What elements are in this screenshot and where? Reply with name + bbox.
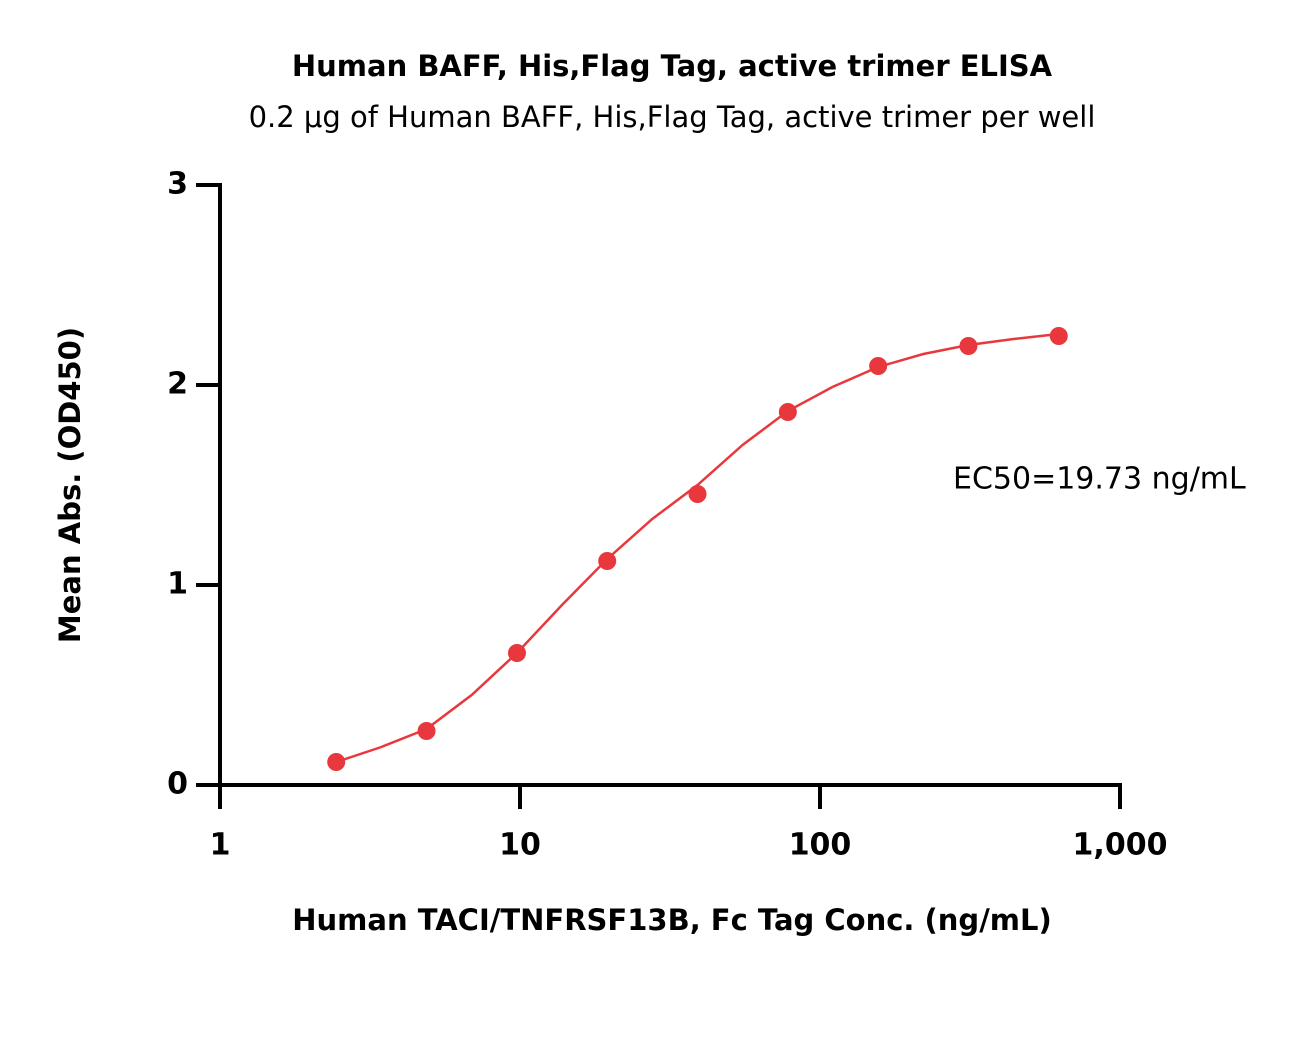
x-tick-label: 1,000 xyxy=(1073,828,1168,863)
data-point xyxy=(688,485,707,503)
data-point xyxy=(417,722,436,740)
chart-title: Human BAFF, His,Flag Tag, active trimer … xyxy=(292,49,1053,83)
y-tick-label: 0 xyxy=(167,767,188,802)
y-tick-label: 2 xyxy=(167,367,188,402)
x-tick-label: 10 xyxy=(499,828,541,863)
data-point xyxy=(778,403,797,421)
x-tick-label: 1 xyxy=(210,828,231,863)
data-point xyxy=(507,644,526,662)
data-point xyxy=(869,357,888,375)
x-axis-label: Human TACI/TNFRSF13B, Fc Tag Conc. (ng/m… xyxy=(292,903,1051,937)
fit-curve xyxy=(335,332,1059,764)
chart-subtitle: 0.2 μg of Human BAFF, His,Flag Tag, acti… xyxy=(249,100,1096,134)
x-tick-label: 100 xyxy=(789,828,852,863)
data-point xyxy=(959,337,978,355)
y-tick-label: 1 xyxy=(167,567,188,602)
annotation: EC50=19.73 ng/mL xyxy=(953,462,1246,497)
data-point xyxy=(327,753,346,771)
y-axis-label: Mean Abs. (OD450) xyxy=(53,327,87,643)
data-point xyxy=(1049,327,1068,345)
data-point xyxy=(598,552,617,570)
y-tick-label: 3 xyxy=(167,167,188,202)
